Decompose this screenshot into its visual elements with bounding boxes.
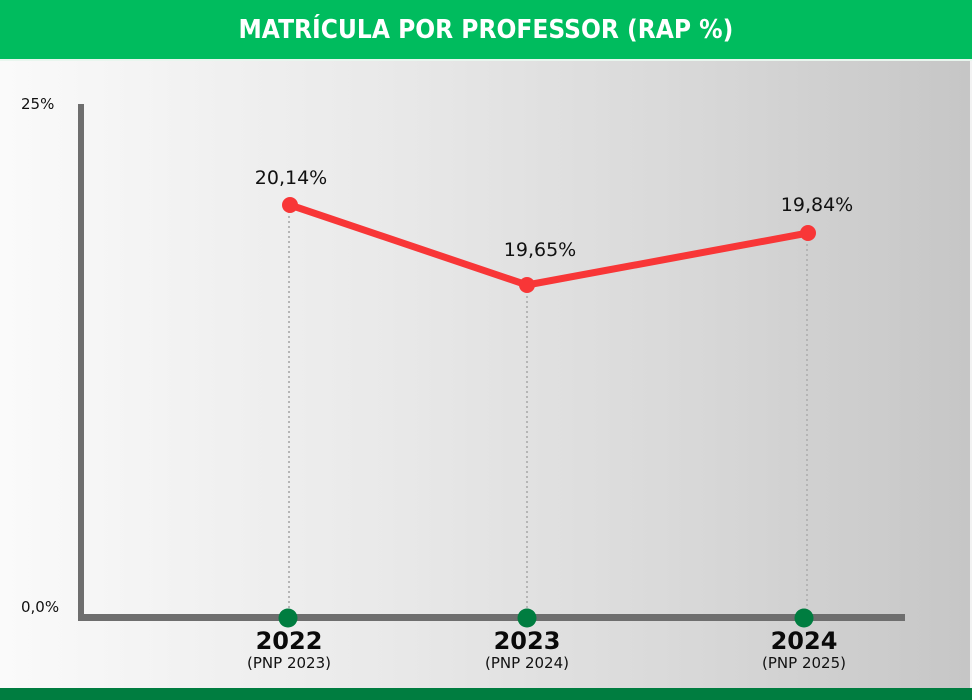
data-label-2023: 19,65%	[503, 239, 577, 261]
data-label-2024: 19,84%	[780, 194, 854, 216]
chart-header: MATRÍCULA POR PROFESSOR (RAP %)	[0, 0, 972, 59]
data-label-2022: 20,14%	[254, 167, 328, 189]
footer-bar	[0, 688, 972, 700]
x-category-subtitle: (PNP 2023)	[247, 654, 331, 672]
header-divider	[0, 59, 972, 61]
x-category-subtitle: (PNP 2024)	[485, 654, 569, 672]
x-category-2024: 2024 (PNP 2025)	[762, 628, 846, 672]
x-category-year: 2023	[493, 627, 561, 655]
data-point-2023[interactable]	[519, 277, 535, 293]
data-point-2022[interactable]	[282, 197, 298, 213]
chart-title: MATRÍCULA POR PROFESSOR (RAP %)	[238, 14, 734, 45]
x-marker-2022	[278, 608, 298, 628]
data-point-2024[interactable]	[800, 225, 816, 241]
y-axis-line	[78, 104, 84, 620]
x-category-subtitle: (PNP 2025)	[762, 654, 846, 672]
x-marker-2024	[794, 608, 814, 628]
x-category-2022: 2022 (PNP 2023)	[247, 628, 331, 672]
x-marker-2023	[517, 608, 537, 628]
x-category-year: 2024	[770, 627, 838, 655]
right-edge	[970, 61, 972, 688]
x-axis-line	[78, 614, 905, 621]
plot-area	[0, 61, 970, 688]
y-tick-bottom: 0,0%	[21, 598, 60, 616]
x-category-2023: 2023 (PNP 2024)	[485, 628, 569, 672]
x-category-year: 2022	[255, 627, 323, 655]
y-tick-top: 25%	[21, 95, 55, 113]
